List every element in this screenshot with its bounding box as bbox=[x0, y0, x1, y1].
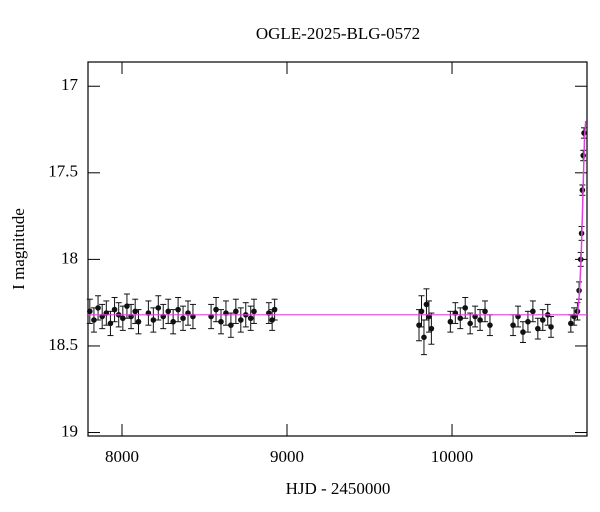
data-point bbox=[548, 324, 554, 330]
data-point bbox=[457, 315, 464, 322]
data-point bbox=[228, 322, 234, 328]
plot-frame bbox=[87, 61, 588, 437]
data-point bbox=[477, 317, 483, 323]
data-point bbox=[150, 317, 157, 323]
data-point bbox=[175, 306, 181, 313]
data-point bbox=[271, 306, 278, 313]
data-point bbox=[218, 318, 224, 325]
data-point bbox=[418, 308, 425, 315]
data-point bbox=[111, 306, 118, 313]
data-point bbox=[539, 317, 546, 323]
chart-title: OGLE-2025-BLG-0572 bbox=[256, 24, 420, 43]
data-point bbox=[482, 308, 488, 315]
data-point bbox=[155, 305, 162, 311]
y-tick-label: 18 bbox=[61, 248, 78, 267]
data-point bbox=[487, 322, 493, 328]
model-curve bbox=[576, 120, 587, 315]
data-point bbox=[447, 318, 454, 325]
x-tick-label: 8000 bbox=[105, 447, 139, 466]
data-point bbox=[510, 322, 516, 328]
y-tick-label: 19 bbox=[61, 421, 78, 440]
data-point bbox=[213, 306, 219, 313]
data-point bbox=[462, 305, 469, 311]
data-point bbox=[421, 334, 427, 341]
data-point bbox=[233, 308, 239, 315]
data-point bbox=[423, 301, 430, 308]
data-point bbox=[251, 308, 257, 315]
data-point bbox=[87, 308, 93, 315]
data-point bbox=[91, 317, 97, 323]
data-point bbox=[238, 317, 244, 323]
data-point bbox=[135, 318, 142, 325]
y-tick-label: 17 bbox=[61, 75, 79, 94]
data-point bbox=[525, 318, 531, 325]
data-point bbox=[180, 315, 186, 322]
data-point bbox=[520, 329, 526, 335]
y-tick-label: 17.5 bbox=[48, 162, 78, 181]
data-point bbox=[247, 315, 254, 322]
data-point bbox=[170, 318, 176, 325]
x-tick-label: 9000 bbox=[270, 447, 304, 466]
data-point bbox=[95, 305, 101, 311]
data-point bbox=[428, 325, 435, 332]
data-point bbox=[580, 152, 587, 159]
y-axis-label: I magnitude bbox=[9, 208, 28, 290]
x-tick-label: 10000 bbox=[431, 447, 474, 466]
y-tick-label: 18.5 bbox=[48, 335, 78, 354]
x-axis-label: HJD - 2450000 bbox=[286, 479, 391, 498]
data-point bbox=[120, 315, 126, 322]
data-point bbox=[467, 320, 473, 327]
data-point bbox=[535, 325, 541, 332]
data-point bbox=[530, 308, 536, 315]
data-point bbox=[165, 308, 171, 315]
